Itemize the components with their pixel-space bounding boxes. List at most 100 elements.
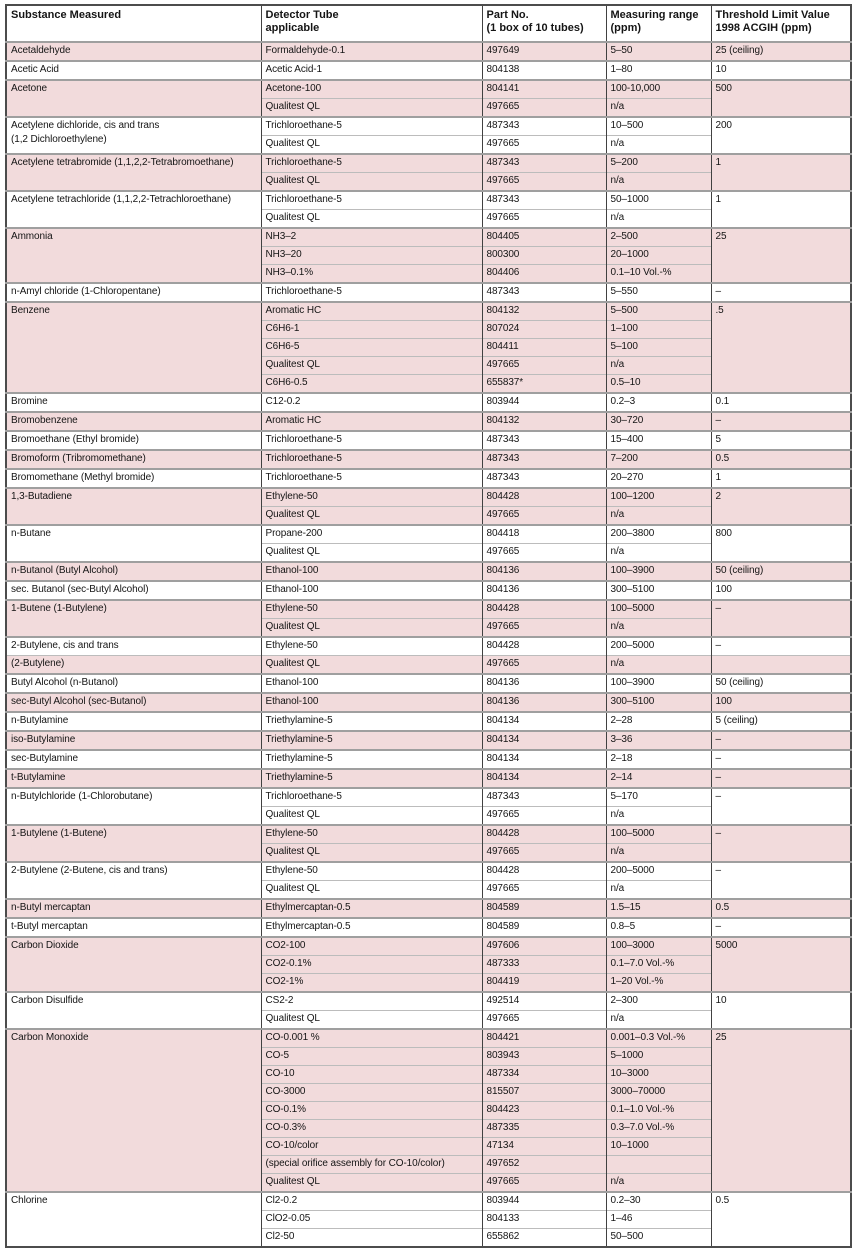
substance-cell: 2-Butylene, cis and trans: [6, 636, 261, 656]
substance-cell: Carbon Disulfide: [6, 991, 261, 1029]
table-row: n-Butanol (Butyl Alcohol) Ethanol-100 8041…: [6, 561, 851, 581]
table-row: Bromoform (Tribromomethane) Trichloroetha…: [6, 449, 851, 469]
table-row: C6H6-1 807024 1–100: [6, 320, 851, 339]
table-row: Qualitest QL 497665 n/a: [6, 806, 851, 825]
tlv-cell: 1: [710, 153, 851, 191]
range-cell: 0.1–7.0 Vol.-%: [605, 955, 711, 974]
tube-cell: CO-10/color: [260, 1137, 482, 1156]
tube-cell: Ethylmercaptan-0.5: [260, 898, 482, 918]
header-row: Substance Measured Detector Tube applica…: [6, 5, 851, 42]
substance-cell: n-Butanol (Butyl Alcohol): [6, 561, 261, 581]
range-cell: 1.5–15: [605, 898, 711, 918]
tube-cell: Qualitest QL: [260, 172, 482, 191]
table-row: n-Butylamine Triethylamine-5 804134 2–28 5 (…: [6, 711, 851, 731]
tlv-cell: –: [710, 411, 851, 431]
part-cell: 804134: [481, 749, 606, 769]
table-row: C6H6-0.5 655837* 0.5–10: [6, 374, 851, 393]
tube-cell: Qualitest QL: [260, 806, 482, 825]
tlv-cell: 25 (ceiling): [710, 41, 851, 61]
table-row: Qualitest QL 497665 n/a: [6, 543, 851, 562]
substance-cell: Ammonia: [6, 227, 261, 283]
tube-cell: C12-0.2: [260, 392, 482, 412]
part-cell: 804132: [481, 411, 606, 431]
range-cell: n/a: [605, 98, 711, 117]
part-cell: 815507: [481, 1083, 606, 1102]
table-row: Carbon Disulfide CS2-2 492514 2–300 10: [6, 991, 851, 1029]
range-cell: 0.8–5: [605, 917, 711, 937]
tube-cell: C6H6-5: [260, 338, 482, 357]
range-cell: 5–100: [605, 338, 711, 357]
part-cell: 804419: [481, 973, 606, 992]
substance-cell: Benzene: [6, 301, 261, 393]
tube-cell: CO2-1%: [260, 973, 482, 992]
substance-cell: Chlorine: [6, 1191, 261, 1247]
tube-cell: Qualitest QL: [260, 1173, 482, 1192]
range-cell: n/a: [605, 880, 711, 899]
table-row: NH3–20 800300 20–1000: [6, 246, 851, 265]
substance-cell: sec-Butyl Alcohol (sec-Butanol): [6, 692, 261, 712]
range-cell: 2–500: [605, 227, 711, 247]
tube-cell: CO-3000: [260, 1083, 482, 1102]
range-cell: 2–18: [605, 749, 711, 769]
part-cell: 497665: [481, 135, 606, 154]
substance-cell: t-Butylamine: [6, 768, 261, 788]
range-cell: 200–3800: [605, 524, 711, 544]
table-row: Qualitest QL 497665 n/a: [6, 506, 851, 525]
part-cell: 803943: [481, 1047, 606, 1066]
part-cell: 804428: [481, 487, 606, 507]
tube-cell: Qualitest QL: [260, 843, 482, 862]
part-cell: 804141: [481, 79, 606, 99]
table-row: Qualitest QL 497665 n/a: [6, 1010, 851, 1029]
table-row: Acetylene tetrabromide (1,1,2,2-Tetrabro…: [6, 153, 851, 191]
tube-cell: Triethylamine-5: [260, 749, 482, 769]
range-cell: 100–5000: [605, 824, 711, 844]
tube-cell: CO-0.3%: [260, 1119, 482, 1138]
table-row: (2-Butylene) Qualitest QL 497665 n/a: [6, 655, 851, 674]
tlv-cell: –: [710, 917, 851, 937]
range-cell: 15–400: [605, 430, 711, 450]
part-cell: 497665: [481, 880, 606, 899]
substance-cell: 2-Butylene (2-Butene, cis and trans): [6, 861, 261, 899]
part-cell: 487335: [481, 1119, 606, 1138]
part-cell: 487343: [481, 153, 606, 173]
tlv-cell: –: [710, 787, 851, 825]
tlv-cell: 100: [710, 692, 851, 712]
range-cell: 5–550: [605, 282, 711, 302]
tube-cell: Ethylene-50: [260, 861, 482, 881]
range-cell: 30–720: [605, 411, 711, 431]
substance-cell: t-Butyl mercaptan: [6, 917, 261, 937]
tlv-cell: 5000: [710, 936, 851, 992]
table-row: 2-Butylene, cis and trans Ethylene-50 8044…: [6, 636, 851, 656]
header-measuring-range: Measuring range (ppm): [605, 5, 711, 42]
substance-cell: Bromoform (Tribromomethane): [6, 449, 261, 469]
table-row: Qualitest QL 497665 n/a: [6, 172, 851, 191]
tube-cell: Aromatic HC: [260, 411, 482, 431]
table-row: Qualitest QL 497665 n/a: [6, 209, 851, 228]
substance-cell: 1-Butylene (1-Butene): [6, 824, 261, 862]
range-cell: 100-10,000: [605, 79, 711, 99]
table-row: 1-Butylene (1-Butene) Ethylene-50 804428 10…: [6, 824, 851, 862]
part-cell: 497606: [481, 936, 606, 956]
tlv-cell: 1: [710, 190, 851, 228]
part-cell: 487334: [481, 1065, 606, 1084]
tube-cell: CO-5: [260, 1047, 482, 1066]
table-row: CO-5 803943 5–1000: [6, 1047, 851, 1066]
substance-cell: Butyl Alcohol (n-Butanol): [6, 673, 261, 693]
range-cell: 7–200: [605, 449, 711, 469]
part-cell: 804136: [481, 561, 606, 581]
part-cell: 497665: [481, 1010, 606, 1029]
tlv-cell: 0.5: [710, 1191, 851, 1247]
table-row: C6H6-5 804411 5–100: [6, 338, 851, 357]
part-cell: 804423: [481, 1101, 606, 1120]
table-row: Acetylene tetrachloride (1,1,2,2-Tetrach…: [6, 190, 851, 228]
range-cell: 10–3000: [605, 1065, 711, 1084]
substance-cell: Acetylene dichloride, cis and trans (1,2…: [6, 116, 261, 154]
range-cell: n/a: [605, 209, 711, 228]
range-cell: 3–36: [605, 730, 711, 750]
part-cell: 497649: [481, 41, 606, 61]
tube-cell: Cl2-0.2: [260, 1191, 482, 1211]
range-cell: 100–5000: [605, 599, 711, 619]
part-cell: 804589: [481, 917, 606, 937]
range-cell: 0.001–0.3 Vol.-%: [605, 1028, 711, 1048]
part-cell: 47134: [481, 1137, 606, 1156]
